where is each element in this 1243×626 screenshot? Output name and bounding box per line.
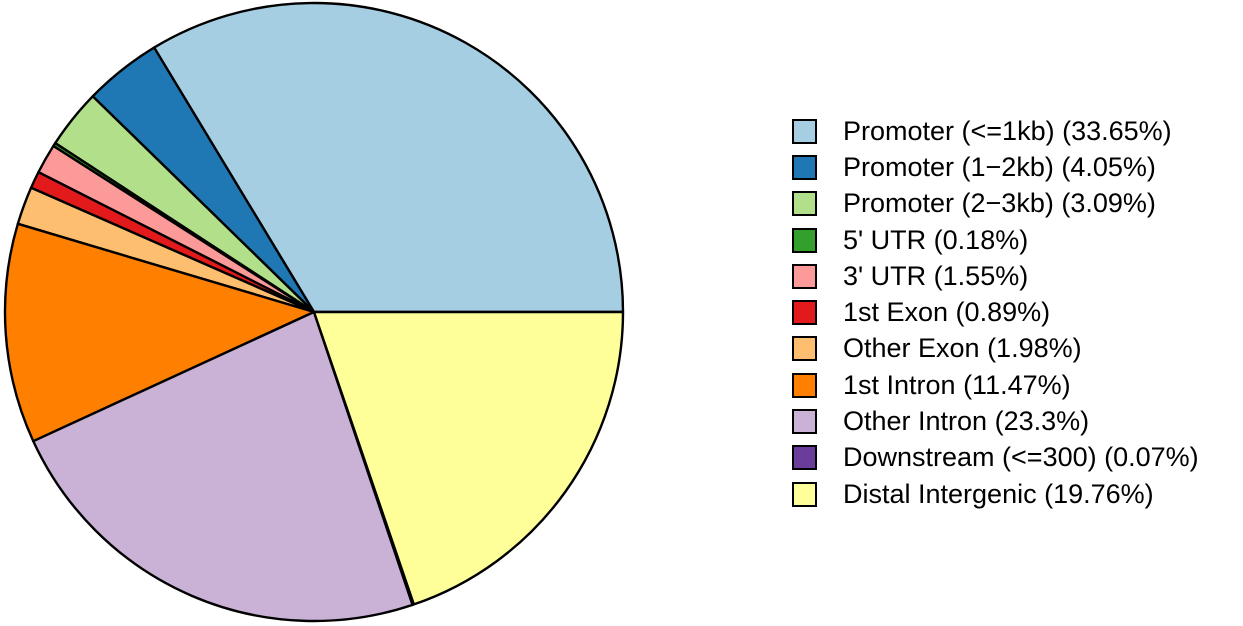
legend-swatch-5-utr xyxy=(792,227,817,253)
legend-label: Other Exon (1.98%) xyxy=(843,333,1082,364)
legend-label: 1st Intron (11.47%) xyxy=(843,369,1071,400)
legend-swatch-3-utr xyxy=(792,263,817,289)
pie-slice-other-intron xyxy=(32,310,414,623)
pie-slice-distal-intergenic xyxy=(312,310,625,606)
pie-slice-1st-intron xyxy=(3,222,316,443)
legend-swatch-promoter-1kb xyxy=(792,118,817,144)
legend-item-3-utr: 3' UTR (1.55%) xyxy=(792,258,1199,294)
legend-item-other-exon: Other Exon (1.98%) xyxy=(792,331,1199,367)
legend-label: Promoter (<=1kb) (33.65%) xyxy=(843,115,1172,146)
legend-swatch-distal-intergenic xyxy=(792,481,817,507)
legend-swatch-1st-exon xyxy=(792,300,817,326)
legend: Promoter (<=1kb) (33.65%) Promoter (1−2kb… xyxy=(792,113,1199,512)
legend-swatch-other-intron xyxy=(792,409,817,435)
legend-item-5-utr: 5' UTR (0.18%) xyxy=(792,222,1199,258)
legend-label: Other Intron (23.3%) xyxy=(843,406,1090,437)
legend-label: 5' UTR (0.18%) xyxy=(843,224,1029,255)
legend-item-distal-intergenic: Distal Intergenic (19.76%) xyxy=(792,476,1199,512)
legend-item-downstream-300: Downstream (<=300) (0.07%) xyxy=(792,440,1199,476)
legend-swatch-promoter-1-2kb xyxy=(792,154,817,180)
legend-item-promoter-1-2kb: Promoter (1−2kb) (4.05%) xyxy=(792,149,1199,185)
legend-label: 1st Exon (0.89%) xyxy=(843,297,1051,328)
legend-label: Promoter (1−2kb) (4.05%) xyxy=(843,151,1156,182)
legend-item-1st-exon: 1st Exon (0.89%) xyxy=(792,294,1199,330)
legend-swatch-downstream-300 xyxy=(792,445,817,471)
legend-label: 3' UTR (1.55%) xyxy=(843,260,1029,291)
legend-label: Promoter (2−3kb) (3.09%) xyxy=(843,188,1156,219)
legend-item-promoter-1kb: Promoter (<=1kb) (33.65%) xyxy=(792,113,1199,149)
legend-item-promoter-2-3kb: Promoter (2−3kb) (3.09%) xyxy=(792,186,1199,222)
legend-label: Downstream (<=300) (0.07%) xyxy=(843,442,1199,473)
pie-slice-promoter-1kb xyxy=(152,1,625,314)
legend-swatch-other-exon xyxy=(792,336,817,362)
legend-item-1st-intron: 1st Intron (11.47%) xyxy=(792,367,1199,403)
legend-label: Distal Intergenic (19.76%) xyxy=(843,478,1154,509)
pie-chart xyxy=(3,1,625,623)
legend-swatch-promoter-2-3kb xyxy=(792,191,817,217)
legend-item-other-intron: Other Intron (23.3%) xyxy=(792,403,1199,439)
legend-swatch-1st-intron xyxy=(792,372,817,398)
